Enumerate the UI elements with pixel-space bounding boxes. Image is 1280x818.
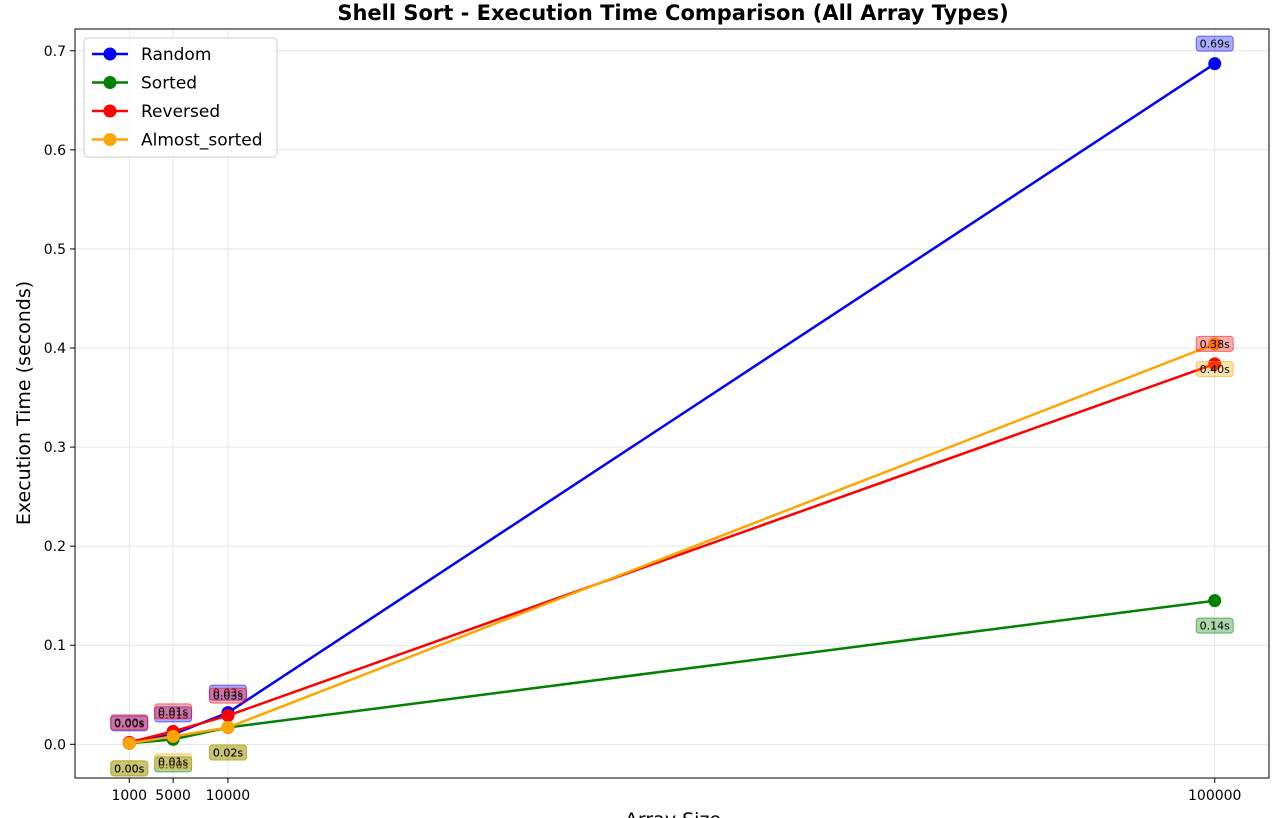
data-label-box-almost-sorted [110,760,149,777]
y-tick-label: 0.4 [44,341,66,357]
data-label-box-almost-sorted [208,744,247,761]
data-label-box-reversed [154,703,193,720]
y-tick-label: 0.0 [44,737,66,753]
legend-marker-almost-sorted [103,133,117,146]
data-point-almost-sorted [221,720,235,734]
plot-area-frame [74,28,1270,779]
y-tick-label: 0.3 [44,440,66,456]
legend: Random Sorted Reversed Almost_sorted [83,37,278,158]
data-point-reversed [1208,357,1222,371]
legend-marker-sorted [103,76,117,89]
x-tick-label: 1000 [111,788,147,804]
data-label-sorted: 0.14s [1200,620,1230,633]
series-line-sorted [129,599,1215,745]
data-label-random: 0.00s [114,717,144,730]
series-layer [122,57,1222,750]
data-label-sorted: 0.00s [114,762,144,775]
ticks-layer: 0.0 0.1 0.2 0.3 0.4 0.5 0.6 0.7 1000 5000 10000 100… [44,44,1242,804]
data-label-random: 0.03s [213,687,243,700]
legend-label-sorted: Sorted [141,74,197,94]
data-label-sorted: 0.00s [158,758,188,771]
data-label-reversed: 0.01s [158,705,188,718]
data-label-reversed: 0.03s [213,690,243,703]
y-tick-label: 0.1 [44,638,66,654]
chart-title: Shell Sort - Execution Time Comparison (… [337,1,1008,25]
y-tick-label: 0.7 [44,44,66,60]
series-line-reversed [128,362,1216,744]
data-label-box-reversed [208,687,247,704]
series-line-almost-sorted [129,342,1216,745]
y-axis-title: Execution Time (seconds) [13,281,35,525]
data-label-almost-sorted: 0.01s [158,755,188,768]
data-label-almost-sorted: 0.00s [114,762,144,775]
legend-label-reversed: Reversed [141,102,220,122]
data-point-almost-sorted [122,736,136,750]
x-tick-label: 5000 [155,788,191,804]
data-label-reversed: 0.38s [1200,338,1230,351]
data-point-almost-sorted [1208,337,1222,351]
data-label-box-reversed [1195,335,1234,352]
legend-frame [83,37,278,158]
data-point-almost-sorted [166,729,180,743]
data-point-sorted [1208,594,1222,608]
y-tick-label: 0.5 [44,242,66,258]
data-label-box-random [1195,35,1234,52]
data-label-random: 0.01s [158,708,188,721]
x-tick-label: 100000 [1188,788,1241,804]
data-label-box-sorted [1195,617,1234,634]
x-axis-title: Array Size [625,809,721,818]
series-line-random [129,62,1216,745]
data-label-box-reversed [110,714,149,731]
data-label-box-almost-sorted [154,753,193,770]
data-label-almost-sorted: 0.40s [1200,363,1230,376]
data-label-sorted: 0.02s [213,746,243,759]
legend-marker-reversed [103,104,117,118]
data-label-random: 0.69s [1200,38,1230,51]
y-tick-label: 0.2 [44,539,66,555]
x-tick-label: 10000 [206,788,251,804]
legend-marker-random [103,47,117,61]
data-label-almost-sorted: 0.02s [213,746,243,759]
data-label-reversed: 0.00s [114,716,144,729]
y-tick-label: 0.6 [44,143,66,159]
data-label-box-almost-sorted [1195,361,1234,378]
data-point-random [1208,57,1222,71]
data-point-reversed [221,709,235,723]
legend-label-almost-sorted: Almost_sorted [141,131,263,151]
legend-label-random: Random [141,45,211,65]
